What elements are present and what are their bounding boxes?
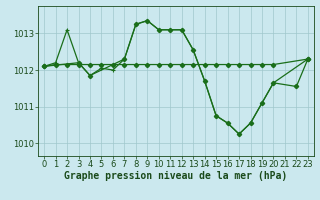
X-axis label: Graphe pression niveau de la mer (hPa): Graphe pression niveau de la mer (hPa) <box>64 171 288 181</box>
